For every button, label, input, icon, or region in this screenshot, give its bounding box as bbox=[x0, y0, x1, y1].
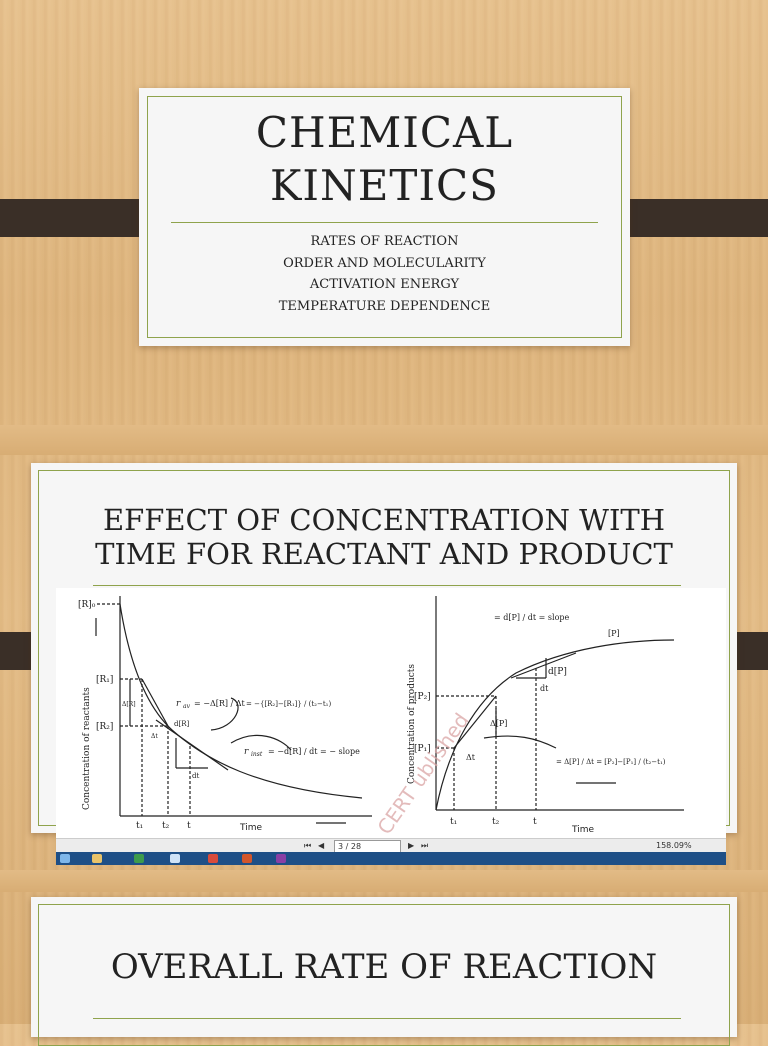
product-curve bbox=[435, 639, 675, 811]
prev-page-icon[interactable]: ◀ bbox=[318, 841, 325, 850]
right-binder-bar-1 bbox=[612, 199, 768, 237]
left-binder-bar-1 bbox=[0, 199, 156, 237]
label-r-inst: r bbox=[244, 747, 249, 757]
slide-title-line1: EFFECT OF CONCENTRATION WITH bbox=[102, 503, 666, 537]
excel-icon[interactable] bbox=[134, 854, 144, 863]
label-p2: [P₂] bbox=[414, 692, 431, 702]
label-delta-t-right: Δt bbox=[466, 753, 476, 762]
concentration-time-graphs: [R]₀ [R₁] [R₂] Δ[R] Δt d[R] dt t₁ t₂ t T… bbox=[56, 588, 726, 840]
label-p1: [P₁] bbox=[414, 744, 431, 754]
right-y-axis-label: Concentration of products bbox=[407, 664, 417, 784]
slide-title-line2: TIME FOR REACTANT AND PRODUCT bbox=[95, 537, 673, 571]
label-t2-right: t₂ bbox=[492, 817, 500, 827]
pdf-viewer-toolbar: ⏮ ◀ 3 / 28 ▶ ⏭ 158.09% bbox=[56, 838, 726, 854]
label-r-inst-eq: = −d[R] / dt = − slope bbox=[268, 747, 360, 756]
powerpoint-icon[interactable] bbox=[242, 854, 252, 863]
label-r0: [R]₀ bbox=[78, 600, 96, 610]
reactant-tangent bbox=[155, 719, 229, 771]
title-divider bbox=[93, 585, 681, 586]
subtitle-3: ACTIVATION ENERGY bbox=[309, 277, 460, 292]
label-dt-right: dt bbox=[540, 684, 549, 693]
label-delta-p: Δ[P] bbox=[490, 719, 507, 728]
label-dR: d[R] bbox=[174, 720, 189, 728]
slide-title[interactable]: CHEMICAL KINETICS RATES OF REACTION ORDE… bbox=[139, 88, 630, 346]
title-divider bbox=[171, 222, 598, 223]
title-divider bbox=[93, 1018, 681, 1019]
reactant-secant bbox=[141, 678, 169, 727]
slide-title-line1: CHEMICAL bbox=[255, 108, 514, 157]
label-delta-t: Δt bbox=[151, 733, 158, 740]
label-t1-right: t₁ bbox=[450, 817, 457, 827]
first-page-icon[interactable]: ⏮ bbox=[304, 841, 312, 850]
label-t2: t₂ bbox=[162, 821, 170, 831]
wood-gap-2 bbox=[0, 870, 768, 892]
label-r-av-right: = Δ[P] / Δt = [P₂]−[P₁] / (t₂−t₁) bbox=[556, 758, 666, 766]
label-r-inst-sub: inst bbox=[251, 751, 263, 758]
watermark-text: CERT ublished bbox=[372, 709, 473, 839]
start-icon[interactable] bbox=[60, 854, 70, 863]
slide-overall-rate[interactable]: OVERALL RATE OF REACTION bbox=[31, 897, 737, 1046]
label-r-av-sub: av bbox=[183, 703, 191, 710]
label-r2: [R₂] bbox=[96, 722, 113, 732]
label-p: [P] bbox=[608, 629, 620, 638]
label-r-av-eq2: = −{[R₂]−[R₁]} / (t₂−t₁) bbox=[246, 700, 331, 708]
graphs-svg: [R]₀ [R₁] [R₂] Δ[R] Δt d[R] dt t₁ t₂ t T… bbox=[78, 596, 684, 839]
label-delta-r: Δ[R] bbox=[122, 701, 136, 708]
next-page-icon[interactable]: ▶ bbox=[408, 841, 415, 850]
windows-taskbar bbox=[56, 852, 726, 865]
left-y-axis-label: Concentration of reactants bbox=[82, 687, 92, 810]
slide-inner-frame bbox=[147, 96, 622, 338]
subtitle-4: TEMPERATURE DEPENDENCE bbox=[278, 298, 491, 314]
subtitle-1: RATES OF REACTION bbox=[310, 234, 459, 249]
label-t1: t₁ bbox=[136, 821, 143, 831]
wood-gap-1 bbox=[0, 425, 768, 455]
chrome-icon[interactable] bbox=[208, 854, 218, 863]
product-secant bbox=[453, 695, 497, 749]
label-r-av: r bbox=[176, 699, 181, 709]
left-x-axis-label: Time bbox=[239, 823, 262, 833]
label-r1: [R₁] bbox=[96, 675, 113, 685]
label-r-av-eq1: = −Δ[R] / Δt bbox=[194, 699, 246, 708]
label-dt: dt bbox=[192, 772, 199, 780]
right-x-axis-label: Time bbox=[571, 825, 594, 835]
zoom-level[interactable]: 158.09% bbox=[656, 841, 692, 850]
label-t: t bbox=[187, 821, 191, 831]
slide-title: OVERALL RATE OF REACTION bbox=[110, 947, 658, 987]
product-tangent bbox=[510, 652, 577, 679]
last-page-icon[interactable]: ⏭ bbox=[421, 841, 429, 850]
folder-icon[interactable] bbox=[92, 854, 102, 863]
label-t-right: t bbox=[533, 817, 537, 827]
label-dP: d[P] bbox=[548, 667, 567, 677]
label-r-inst-right: = d[P] / dt = slope bbox=[494, 613, 570, 622]
subtitle-2: ORDER AND MOLECULARITY bbox=[283, 255, 486, 271]
slide-title-line2: KINETICS bbox=[270, 161, 499, 210]
onenote-icon[interactable] bbox=[276, 854, 286, 863]
browser-icon[interactable] bbox=[170, 854, 180, 863]
